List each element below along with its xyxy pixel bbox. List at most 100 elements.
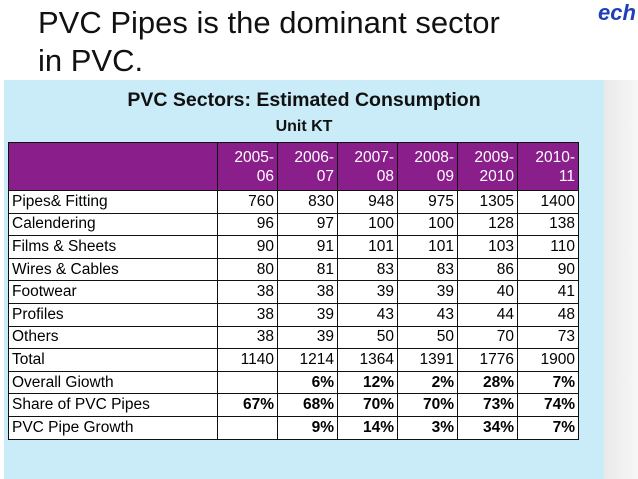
value-cell: 101 <box>397 235 458 259</box>
header-year-top: 2008- <box>414 148 454 166</box>
value-cell <box>217 370 278 395</box>
value-cell: 830 <box>277 190 338 214</box>
header-year-top: 2006- <box>294 148 334 166</box>
table-heading: PVC Sectors: Estimated Consumption <box>127 89 481 111</box>
row-label-cell: Pipes& Fitting <box>8 190 218 214</box>
value-cell: 86 <box>457 257 518 282</box>
header-year-cell: 2005- 06 <box>217 142 278 191</box>
value-cell: 39 <box>397 280 458 304</box>
value-cell: 90 <box>217 235 278 259</box>
consumption-table: 2005- 06 2006- 07 2007- 08 2008- 09 2009- 201… <box>8 142 579 440</box>
header-year-bottom: 07 <box>316 167 334 185</box>
table-header-row: 2005- 06 2006- 07 2007- 08 2008- 09 2009- 201… <box>8 142 579 191</box>
table-row: Wires & Cables 80 81 83 83 86 90 <box>8 257 579 282</box>
value-cell: 38 <box>217 302 278 327</box>
value-cell: 1391 <box>397 348 458 372</box>
value-cell: 43 <box>397 302 458 327</box>
value-cell: 38 <box>217 280 278 304</box>
slide-title-line-1: PVC Pipes is the dominant sector <box>38 5 500 40</box>
value-cell: 40 <box>457 280 518 304</box>
header-year-cell: 2006- 07 <box>277 142 338 191</box>
value-cell: 38 <box>277 280 338 304</box>
value-cell: 97 <box>277 212 338 237</box>
value-cell: 74% <box>517 393 579 417</box>
value-cell: 28% <box>457 370 518 395</box>
row-label-cell: Others <box>8 325 218 350</box>
value-cell: 39 <box>337 280 398 304</box>
header-year-cell: 2007- 08 <box>337 142 398 191</box>
value-cell: 7% <box>517 415 579 440</box>
row-label-cell: Calendering <box>8 212 218 237</box>
header-year-top: 2007- <box>354 148 394 166</box>
background-panel-edge <box>604 80 638 479</box>
header-year-cell: 2010- 11 <box>517 142 579 191</box>
value-cell: 760 <box>217 190 278 214</box>
value-cell: 67% <box>217 393 278 417</box>
row-label-cell: Total <box>8 348 218 372</box>
value-cell: 96 <box>217 212 278 237</box>
header-year-bottom: 08 <box>376 167 394 185</box>
value-cell: 48 <box>517 302 579 327</box>
value-cell: 38 <box>217 325 278 350</box>
value-cell: 14% <box>337 415 398 440</box>
value-cell: 44 <box>457 302 518 327</box>
value-cell: 975 <box>397 190 458 214</box>
table-row: Total 1140 1214 1364 1391 1776 1900 <box>8 348 579 372</box>
table-row: Share of PVC Pipes 67% 68% 70% 70% 73% 74% <box>8 393 579 417</box>
value-cell: 34% <box>457 415 518 440</box>
value-cell: 68% <box>277 393 338 417</box>
value-cell: 70% <box>397 393 458 417</box>
header-year-bottom: 09 <box>436 167 454 185</box>
value-cell: 7% <box>517 370 579 395</box>
row-label-cell: Overall Giowth <box>8 370 218 395</box>
table-row: Pipes& Fitting 760 830 948 975 1305 1400 <box>8 190 579 214</box>
slide-title: PVC Pipes is the dominant sector in PVC. <box>38 4 578 80</box>
table-row: Overall Giowth 6% 12% 2% 28% 7% <box>8 370 579 395</box>
value-cell: 128 <box>457 212 518 237</box>
value-cell: 41 <box>517 280 579 304</box>
value-cell: 3% <box>397 415 458 440</box>
value-cell: 6% <box>277 370 338 395</box>
table-row: Footwear 38 38 39 39 40 41 <box>8 280 579 304</box>
value-cell: 90 <box>517 257 579 282</box>
header-year-cell: 2009- 2010 <box>457 142 518 191</box>
table-unit-label: Unit KT <box>275 118 333 135</box>
value-cell: 1776 <box>457 348 518 372</box>
row-label-cell: Films & Sheets <box>8 235 218 259</box>
value-cell: 81 <box>277 257 338 282</box>
value-cell: 1214 <box>277 348 338 372</box>
row-label-cell: Footwear <box>8 280 218 304</box>
row-label-cell: PVC Pipe Growth <box>8 415 218 440</box>
logo-fragment: ech <box>598 0 636 25</box>
value-cell: 39 <box>277 325 338 350</box>
header-year-bottom: 06 <box>256 167 274 185</box>
value-cell: 101 <box>337 235 398 259</box>
row-label-cell: Share of PVC Pipes <box>8 393 218 417</box>
header-year-top: 2005- <box>234 148 274 166</box>
value-cell: 9% <box>277 415 338 440</box>
value-cell: 43 <box>337 302 398 327</box>
value-cell: 1140 <box>217 348 278 372</box>
value-cell: 1900 <box>517 348 579 372</box>
row-label-cell: Wires & Cables <box>8 257 218 282</box>
header-year-top: 2010- <box>535 148 575 166</box>
value-cell: 83 <box>337 257 398 282</box>
table-row: PVC Pipe Growth 9% 14% 3% 34% 7% <box>8 415 579 440</box>
value-cell: 948 <box>337 190 398 214</box>
value-cell: 70% <box>337 393 398 417</box>
value-cell <box>217 415 278 440</box>
table-row: Others 38 39 50 50 70 73 <box>8 325 579 350</box>
value-cell: 110 <box>517 235 579 259</box>
value-cell: 138 <box>517 212 579 237</box>
value-cell: 80 <box>217 257 278 282</box>
value-cell: 91 <box>277 235 338 259</box>
header-corner-cell <box>8 142 218 191</box>
table-panel: PVC Sectors: Estimated Consumption Unit … <box>4 80 604 479</box>
value-cell: 1364 <box>337 348 398 372</box>
value-cell: 39 <box>277 302 338 327</box>
header-year-bottom: 11 <box>558 167 575 185</box>
row-label-cell: Profiles <box>8 302 218 327</box>
header-year-top: 2009- <box>474 148 514 166</box>
value-cell: 50 <box>397 325 458 350</box>
value-cell: 100 <box>397 212 458 237</box>
